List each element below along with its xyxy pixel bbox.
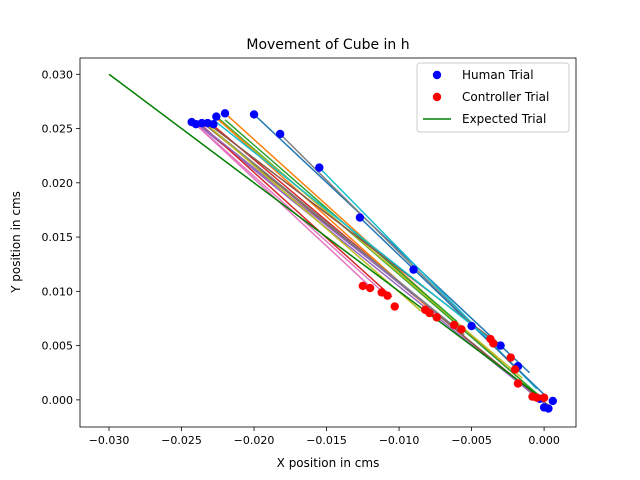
scatter-points [187,109,557,413]
controller-trial-point-14 [513,379,523,388]
trial-line-6 [192,121,374,290]
human-trial-point-5 [212,112,221,121]
trial-lines [192,112,549,406]
y-tick-label-1: 0.005 [42,340,74,353]
legend-box [416,62,570,133]
controller-trial-point-16 [532,393,542,402]
controller-trial-point-7 [432,313,441,322]
trial-line-13 [201,124,393,298]
y-axis-ticks: 0.000 0.005 0.010 0.015 0.020 0.025 0.030 [42,68,80,407]
legend-entries: Human Trial Controller Trial Expected Tria… [423,68,549,126]
y-axis-label: Y position in cms [9,191,23,294]
trial-line-8 [212,114,523,379]
y-tick-label-2: 0.010 [42,285,74,298]
human-trial-point-2 [197,118,207,128]
human-trial-point-8 [275,129,285,139]
trial-line-18 [207,124,422,312]
y-tick-label-5: 0.025 [42,123,74,136]
expected-trial-line [108,73,545,401]
trial-line-19 [212,119,502,349]
controller-trial-point-8 [449,320,459,330]
legend-marker-human-trial [432,70,442,80]
trial-line-0 [253,113,531,374]
controller-trial-point-3 [383,291,392,300]
x-tick-label-6: 0.000 [528,434,560,447]
human-trial-point-9 [315,163,324,172]
controller-trial-point-17 [539,393,549,402]
x-tick-label-3: −0.015 [306,434,347,447]
controller-trial-point-6 [425,308,434,318]
y-tick-label-4: 0.020 [42,177,74,190]
legend-marker-controller-trial [432,92,442,102]
x-tick-label-1: −0.025 [161,434,202,447]
legend-label-human-trial: Human Trial [462,68,534,82]
legend-label-controller-trial: Controller Trial [462,90,549,104]
controller-trial-point-11 [489,339,498,348]
axes-frame [79,57,577,428]
y-tick-label-6: 0.030 [42,68,74,81]
legend: Human Trial Controller Trial Expected Tria… [416,62,570,133]
x-tick-label-0: −0.030 [89,434,130,447]
expected-trial-line-group [108,73,545,401]
human-trial-point-4 [209,120,218,129]
x-tick-label-4: −0.010 [379,434,420,447]
human-trial-point-10 [355,213,365,222]
y-tick-label-0: 0.000 [42,394,74,407]
controller-trial-point-0 [358,281,368,291]
human-trial-point-11 [409,265,418,274]
trial-line-10 [359,216,545,395]
controller-trial-point-9 [457,325,466,334]
human-trial-point-17 [548,396,557,406]
trial-line-14 [198,123,441,316]
chart-title: Movement of Cube in h [246,37,409,53]
trial-line-17 [202,121,465,336]
controller-trial-point-13 [510,365,520,374]
controller-trial-point-4 [390,302,399,311]
x-tick-label-5: −0.005 [451,434,492,447]
human-trial-point-6 [220,109,230,118]
controller-trial-point-12 [506,353,515,362]
x-axis-ticks: −0.030 −0.025 −0.020 −0.015 −0.010 −0.005 0.00… [89,427,560,447]
legend-label-expected-trial: Expected Trial [462,112,546,126]
controller-trial-point-1 [365,283,375,293]
y-tick-label-3: 0.015 [42,231,74,244]
human-trial-point-7 [249,110,259,119]
human-trial-point-12 [467,321,476,331]
x-tick-label-2: −0.020 [234,434,275,447]
x-axis-label: X position in cms [277,456,380,470]
human-trial-point-13 [496,341,505,350]
trial-line-16 [195,123,386,295]
human-trial-point-16 [544,404,553,413]
